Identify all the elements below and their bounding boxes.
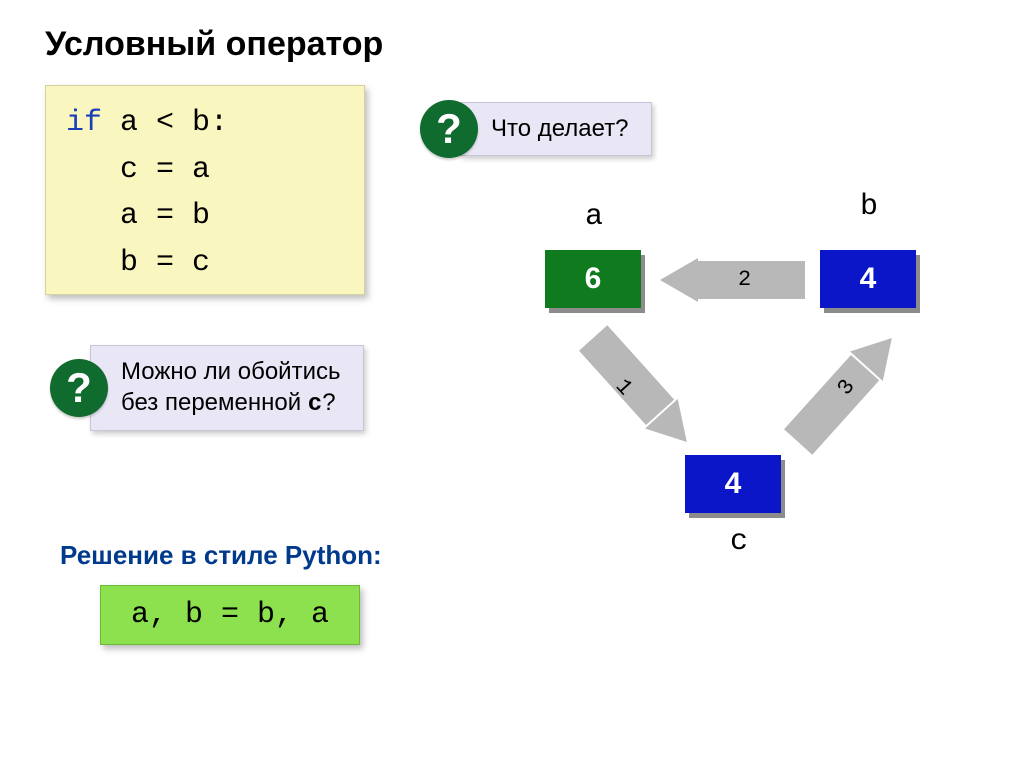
solution-code: a, b = b, a <box>100 585 360 645</box>
label-c: c <box>730 525 748 559</box>
swap-diagram: a b c 6 4 4 2 1 3 <box>500 200 960 580</box>
question-2-text: Можно ли обойтись без переменной c? <box>90 345 364 431</box>
question-1: ? Что делает? <box>420 100 652 158</box>
arrow-2: 2 <box>660 258 805 302</box>
label-a: a <box>585 200 603 234</box>
code-l2: c = a <box>120 153 210 187</box>
code-l3: a = b <box>120 199 210 233</box>
keyword-if: if <box>66 106 102 140</box>
question-mark-icon: ? <box>50 359 108 417</box>
page-title: Условный оператор <box>45 25 383 64</box>
question-2: ? Можно ли обойтись без переменной c? <box>50 345 364 431</box>
code-cond: a < b: <box>120 106 228 140</box>
solution-label: Решение в стиле Python: <box>60 540 382 571</box>
box-a: 6 <box>545 250 641 308</box>
code-block: if a < b: c = a a = b b = c <box>45 85 365 295</box>
arrow-2-label: 2 <box>738 267 751 292</box>
code-l4: b = c <box>120 246 210 280</box>
question-1-text: Что делает? <box>460 102 652 155</box>
box-c: 4 <box>685 455 781 513</box>
label-b: b <box>860 190 878 224</box>
question-mark-icon: ? <box>420 100 478 158</box>
